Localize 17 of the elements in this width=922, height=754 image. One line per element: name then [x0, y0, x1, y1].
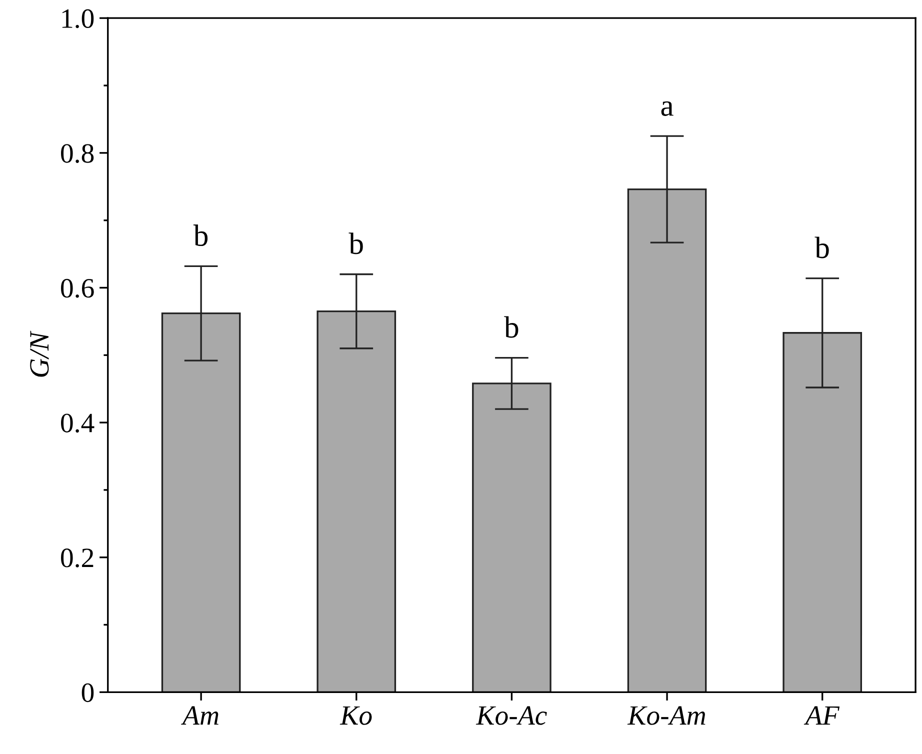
x-tick-label: Ko-Ac — [476, 706, 547, 725]
annotation: b — [348, 232, 363, 254]
x-tick-label: Am — [181, 706, 218, 725]
x-tick-label: AF — [804, 706, 840, 725]
y-tick-label: 0.8 — [61, 144, 94, 163]
x-tick-label: Ko-Am — [627, 706, 706, 725]
y-tick-label: 0 — [82, 683, 94, 702]
y-tick-label: 1.0 — [62, 9, 94, 28]
y-tick-label: 0.4 — [61, 414, 94, 433]
annotation: a — [661, 101, 674, 116]
y-axis-title: G/N — [30, 330, 49, 377]
x-tick-label: Ko — [340, 706, 372, 725]
annotation: b — [193, 224, 208, 246]
y-tick-label: 0.6 — [61, 278, 94, 298]
annotation: b — [814, 236, 829, 258]
y-tick-label: 0.2 — [61, 548, 94, 568]
annotation: b — [504, 316, 518, 338]
